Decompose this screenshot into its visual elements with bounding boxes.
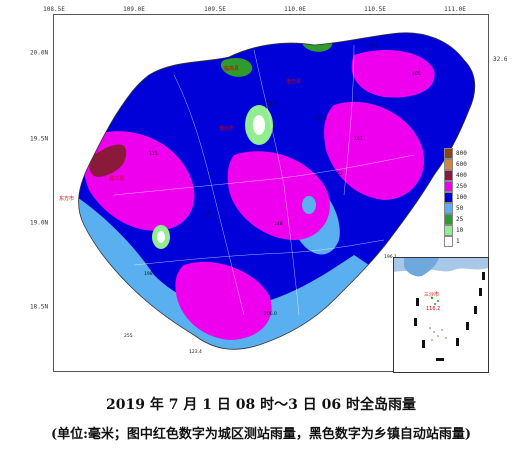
station-value: 177.5 bbox=[314, 116, 327, 122]
legend-swatch bbox=[444, 148, 453, 159]
inset-value: 116.2 bbox=[426, 306, 440, 312]
legend-label: 25 bbox=[456, 216, 464, 223]
legend-row: 1 bbox=[444, 236, 484, 247]
station-value: 319 bbox=[369, 43, 378, 49]
legend-row: 400 bbox=[444, 170, 484, 181]
city-label: 澄迈县 bbox=[286, 78, 301, 85]
legend-row: 250 bbox=[444, 181, 484, 192]
legend-row: 10 bbox=[444, 225, 484, 236]
legend-label: 400 bbox=[456, 172, 467, 179]
right-margin-value: 32.6 bbox=[493, 56, 508, 63]
latitude-tick: 19.0N bbox=[30, 219, 49, 227]
station-value: 405 bbox=[412, 71, 421, 77]
legend-label: 1 bbox=[456, 238, 460, 245]
longitude-tick: 111.0E bbox=[444, 6, 466, 13]
station-values: 319 405 135.6 177.5 167 115 196.1 206.0 … bbox=[124, 43, 421, 355]
rainfall-fill bbox=[78, 32, 475, 350]
map-caption-note: (单位:毫米；图中红色数字为城区测站雨量，黑色数字为乡镇自动站雨量) bbox=[50, 427, 472, 442]
city-label: 儋州市 bbox=[219, 125, 234, 132]
legend-swatch bbox=[444, 192, 453, 203]
legend-swatch bbox=[444, 214, 453, 225]
sansha-inset-map: 三沙市 116.2 bbox=[393, 257, 489, 373]
longitude-tick: 108.5E bbox=[43, 6, 65, 13]
city-label: 东方市 bbox=[59, 195, 74, 202]
station-value: 163 bbox=[334, 171, 343, 177]
latitude-tick: 20.0N bbox=[30, 49, 49, 57]
longitude-tick: 109.5E bbox=[204, 6, 226, 13]
legend-swatch bbox=[444, 203, 453, 214]
legend-label: 10 bbox=[456, 227, 464, 234]
station-value: 206.0 bbox=[264, 311, 277, 317]
legend-label: 100 bbox=[456, 194, 467, 201]
longitude-tick: 109.0E bbox=[123, 6, 145, 13]
station-value: 167 bbox=[354, 136, 363, 142]
map-caption-title: 2019 年 7 月 1 日 08 时～3 日 06 时全岛雨量 bbox=[106, 397, 416, 413]
legend-swatch bbox=[444, 236, 453, 247]
station-value: 115 bbox=[149, 151, 158, 157]
station-value: 161 bbox=[204, 211, 213, 217]
legend-swatch bbox=[444, 159, 453, 170]
legend-label: 600 bbox=[456, 161, 467, 168]
latitude-tick: 19.5N bbox=[30, 135, 49, 143]
station-value: 123.4 bbox=[189, 349, 202, 355]
inset-svg: 三沙市 116.2 bbox=[394, 258, 488, 361]
city-label: 临高县 bbox=[224, 65, 239, 72]
station-value: 255 bbox=[124, 333, 133, 339]
legend-swatch bbox=[444, 225, 453, 236]
city-label: 昌江县 bbox=[109, 175, 124, 182]
rainfall-map: 临高县 澄迈县 儋州市 东方市 昌江县 319 405 135.6 177.5 … bbox=[53, 14, 489, 372]
station-value: 196.1 bbox=[384, 254, 397, 260]
longitude-tick: 110.5E bbox=[364, 6, 386, 13]
legend-label: 250 bbox=[456, 183, 467, 190]
legend-label: 50 bbox=[456, 205, 464, 212]
latitude-tick: 18.5N bbox=[30, 303, 49, 311]
legend-row: 800 bbox=[444, 148, 484, 159]
rainfall-map-svg: 临高县 澄迈县 儋州市 东方市 昌江县 319 405 135.6 177.5 … bbox=[59, 32, 476, 355]
county-borders bbox=[113, 44, 415, 316]
legend-row: 25 bbox=[444, 214, 484, 225]
legend-row: 50 bbox=[444, 203, 484, 214]
inset-city-label: 三沙市 bbox=[424, 291, 439, 298]
station-value: 148 bbox=[274, 221, 283, 227]
station-value: 198 bbox=[144, 271, 153, 277]
legend-label: 800 bbox=[456, 150, 467, 157]
rainfall-legend: 800 600 400 250 100 50 25 10 1 bbox=[444, 148, 484, 247]
legend-row: 600 bbox=[444, 159, 484, 170]
legend-row: 100 bbox=[444, 192, 484, 203]
legend-swatch bbox=[444, 181, 453, 192]
legend-swatch bbox=[444, 170, 453, 181]
station-value: 135.6 bbox=[264, 101, 277, 107]
longitude-tick: 110.0E bbox=[284, 6, 306, 13]
island-outline bbox=[78, 32, 476, 350]
